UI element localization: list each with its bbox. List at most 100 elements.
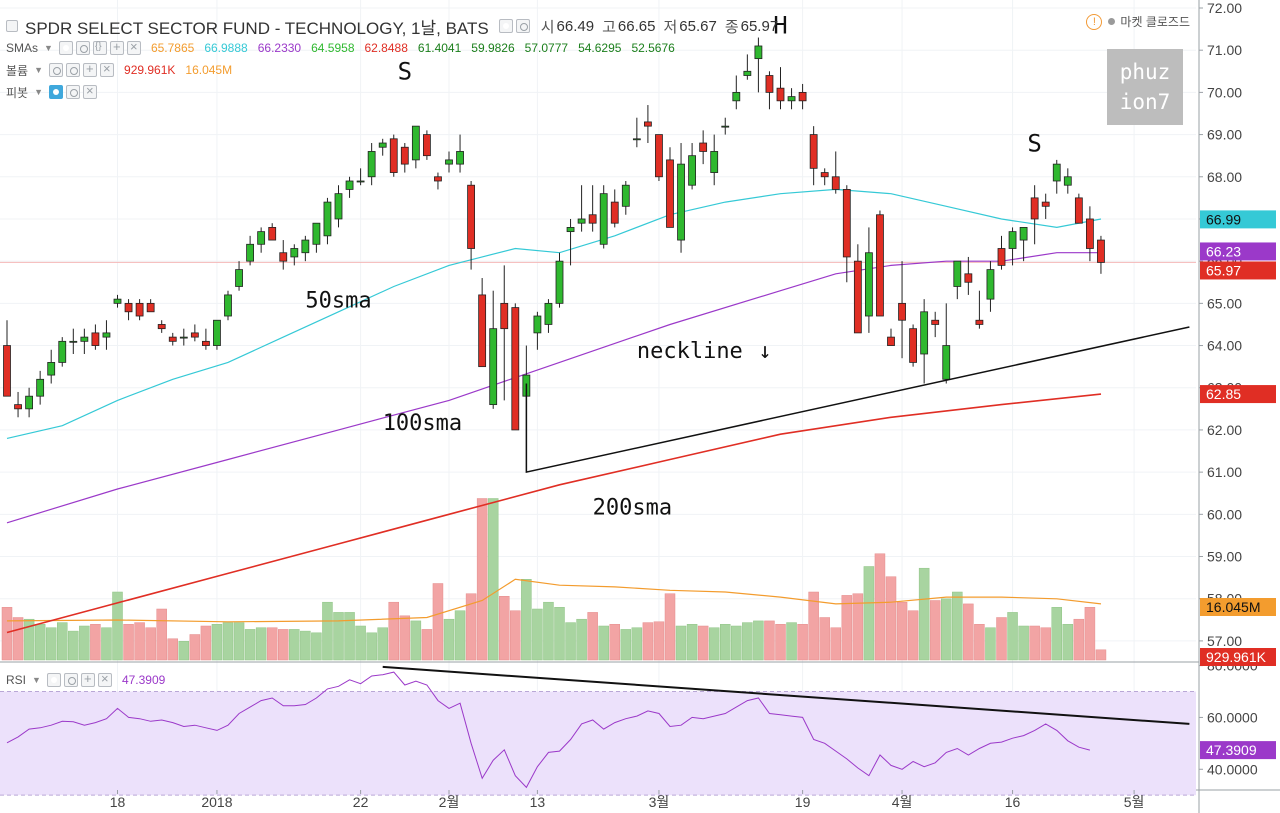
volume-bar	[34, 624, 46, 661]
high-label: 고	[602, 18, 616, 36]
sma-remove-icon[interactable]	[126, 39, 141, 55]
volume-bar	[753, 620, 764, 661]
candle	[389, 134, 398, 177]
candle	[599, 185, 608, 249]
volume-bar	[156, 608, 167, 661]
settings-icon[interactable]	[515, 19, 530, 33]
volume-bar	[79, 625, 90, 661]
candle	[235, 261, 243, 291]
watermark-line-2: ion7	[1119, 90, 1171, 114]
volume-bar	[808, 591, 819, 661]
candle-body	[610, 201, 619, 224]
candle-body	[58, 340, 67, 363]
candle	[3, 320, 11, 397]
candle	[953, 260, 962, 300]
volume-bar	[266, 627, 278, 661]
candle-body	[345, 180, 354, 190]
candle-body	[1030, 197, 1039, 220]
volume-remove-icon[interactable]	[100, 61, 115, 77]
sma-add-icon[interactable]	[109, 39, 124, 55]
volume-bar	[45, 627, 57, 661]
rsi-add-icon[interactable]	[80, 671, 95, 687]
time-tick-label: 4월	[892, 794, 913, 810]
header-row: SPDR SELECT SECTOR FUND - TECHNOLOGY, 1날…	[6, 16, 779, 38]
candle-body	[389, 138, 398, 173]
candle-body	[312, 222, 321, 245]
candle	[831, 151, 840, 194]
volume-bar	[1018, 625, 1029, 661]
volume-bar	[675, 625, 687, 661]
annotation-100sma: 100sma	[383, 411, 462, 436]
sma-dropdown-icon[interactable]: ▼	[44, 43, 53, 53]
volume-bar	[720, 624, 731, 661]
low-label: 저	[663, 18, 678, 36]
candle	[975, 290, 984, 329]
rsi-line	[6, 671, 1091, 789]
volume-dropdown-icon[interactable]: ▼	[34, 65, 44, 75]
volume-legend: 볼륨 ▼ 929.961K 16.045M	[6, 60, 242, 80]
visibility-icon[interactable]	[498, 19, 513, 33]
volume-settings-icon[interactable]	[49, 63, 64, 77]
candle-body	[213, 319, 221, 346]
candle	[290, 244, 299, 266]
candle-body	[179, 336, 188, 339]
volume-bar	[233, 622, 245, 661]
rsi-visibility-icon[interactable]	[46, 673, 61, 687]
candle	[909, 324, 917, 367]
close-value: 65.97	[740, 17, 779, 35]
watermark-line-1: phuz	[1119, 60, 1171, 84]
pivot-visibility-icon[interactable]	[49, 85, 64, 99]
candle-body	[1008, 231, 1017, 249]
candle-body	[1086, 218, 1094, 249]
time-axis: 18 2018 22 2월 13 3월 19 4월 16 5월	[110, 790, 1144, 810]
sma-visibility-icon[interactable]	[58, 41, 73, 55]
rsi-value-label-text: 47.3909	[1206, 742, 1257, 758]
volume-bar	[985, 627, 996, 661]
volume-bar	[598, 625, 609, 661]
candle	[345, 176, 354, 198]
rsi-remove-icon[interactable]	[97, 671, 112, 687]
candle	[146, 299, 155, 313]
candle	[1097, 235, 1105, 274]
volume-value-2: 16.045M	[185, 63, 233, 77]
annotation-S: S	[1027, 129, 1041, 157]
price-tick-label: 62.00	[1207, 422, 1242, 438]
rsi-dropdown-icon[interactable]: ▼	[32, 675, 41, 685]
sma-settings-icon[interactable]	[75, 41, 90, 55]
volume-add-icon[interactable]	[83, 61, 98, 77]
volume-format-icon[interactable]	[66, 63, 81, 77]
candle-body	[853, 260, 862, 334]
pivot-settings-icon[interactable]	[66, 85, 81, 99]
pivot-dropdown-icon[interactable]: ▼	[34, 87, 44, 97]
candle	[898, 261, 906, 359]
warning-icon: !	[1086, 13, 1103, 30]
volume-bar	[996, 617, 1007, 661]
rsi-settings-icon[interactable]	[63, 673, 78, 687]
candle	[1008, 227, 1017, 266]
candle	[997, 235, 1006, 270]
market-status[interactable]: ! 마켓 클로즈드	[1086, 13, 1190, 30]
candle-body	[688, 155, 696, 186]
volume-bar	[819, 617, 830, 661]
candle	[467, 180, 476, 270]
price-tick-label: 57.00	[1207, 633, 1242, 649]
pivot-remove-icon[interactable]	[83, 83, 98, 99]
symbol-toggle-icon[interactable]	[6, 20, 18, 32]
volume-bar	[1, 607, 13, 661]
candle	[58, 337, 67, 367]
candle-body	[113, 298, 122, 304]
candle-body	[577, 218, 586, 224]
candle	[201, 328, 210, 350]
moving-averages	[6, 188, 1102, 634]
candle	[213, 319, 221, 350]
candle-body	[168, 336, 177, 342]
candle	[445, 151, 453, 173]
candle-body	[400, 146, 409, 165]
volume-value-1: 929.961K	[124, 63, 176, 77]
candle-body	[699, 142, 708, 152]
price-label-1-text: 66.99	[1206, 211, 1241, 227]
sma-source-icon[interactable]	[92, 41, 107, 55]
candle	[179, 328, 188, 346]
candle-body	[942, 345, 951, 380]
sma-legend: SMAs ▼ 65.7865 66.9888 66.2330 64.5958 62.84…	[6, 38, 685, 58]
